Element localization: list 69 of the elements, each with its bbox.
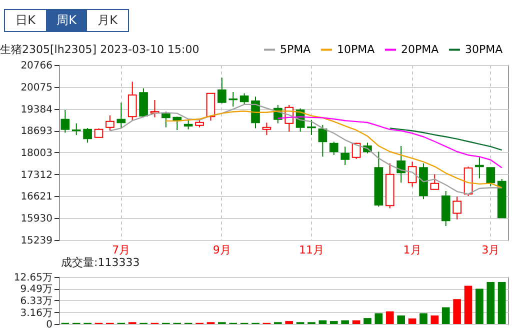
y-tick-label: 0 bbox=[46, 320, 52, 330]
candlestick bbox=[329, 141, 338, 156]
candlestick bbox=[106, 114, 114, 132]
legend-label: 20PMA bbox=[401, 42, 440, 56]
y-tick-label: 9.49万 bbox=[20, 284, 52, 296]
legend-label: 30PMA bbox=[465, 42, 504, 56]
line-series bbox=[389, 128, 502, 151]
bar bbox=[386, 311, 394, 324]
bar bbox=[397, 315, 405, 324]
y-tick-label: 20766 bbox=[20, 60, 52, 72]
bar bbox=[408, 318, 416, 324]
x-tick-label: 7月 bbox=[112, 244, 130, 256]
x-tick-label: 3月 bbox=[482, 244, 500, 256]
y-tick-label: 18003 bbox=[20, 148, 52, 159]
candlestick bbox=[116, 102, 126, 129]
bar bbox=[352, 320, 360, 324]
candlestick bbox=[72, 122, 81, 136]
candlestick bbox=[228, 92, 238, 108]
period-tabs: 日K 周K 月K bbox=[4, 9, 129, 32]
candlestick bbox=[218, 77, 226, 104]
candlestick bbox=[206, 92, 216, 122]
bar bbox=[453, 299, 461, 324]
y-tick-label: 12.65万 bbox=[14, 272, 52, 284]
candlestick bbox=[240, 92, 249, 106]
candlestick bbox=[430, 174, 440, 190]
y-tick-label: 15930 bbox=[20, 214, 52, 225]
candlestick bbox=[251, 96, 260, 129]
bar bbox=[476, 288, 484, 324]
chart-title: 成交量:113333 bbox=[61, 256, 140, 269]
candlestick bbox=[262, 122, 272, 136]
chart-title: 生猪2305[lh2305] 2023-03-10 15:00 bbox=[0, 43, 200, 56]
candlestick bbox=[139, 88, 148, 118]
candlestick bbox=[162, 111, 170, 128]
bar bbox=[341, 320, 349, 324]
legend-label: 5PMA bbox=[280, 42, 312, 56]
bar bbox=[420, 313, 428, 324]
y-tick-label: 6.33万 bbox=[20, 296, 52, 307]
y-tick-label: 3.16万 bbox=[20, 308, 52, 319]
x-tick-label: 11月 bbox=[298, 244, 324, 256]
y-tick-label: 15239 bbox=[20, 236, 52, 246]
candlestick bbox=[307, 120, 316, 136]
candlestick bbox=[60, 109, 70, 134]
bar bbox=[285, 321, 294, 324]
y-tick-label: 19384 bbox=[20, 104, 52, 116]
bar bbox=[498, 282, 506, 324]
bar bbox=[364, 318, 372, 324]
candlestick bbox=[486, 167, 496, 186]
candlestick bbox=[340, 146, 350, 166]
bar bbox=[318, 320, 327, 324]
bar bbox=[430, 315, 439, 324]
candlestick bbox=[184, 120, 193, 130]
candlestick bbox=[128, 81, 137, 122]
bar bbox=[486, 282, 495, 324]
bar bbox=[442, 307, 450, 324]
bar bbox=[374, 313, 383, 324]
y-tick-label: 20075 bbox=[20, 82, 52, 94]
x-tick-label: 9月 bbox=[212, 244, 231, 256]
legend-label: 10PMA bbox=[337, 42, 376, 56]
candlestick bbox=[318, 124, 328, 158]
candlestick bbox=[452, 196, 462, 220]
y-tick-label: 17312 bbox=[20, 170, 52, 181]
candlestick bbox=[396, 145, 406, 184]
x-tick-label: 1月 bbox=[403, 244, 422, 256]
candlestick bbox=[475, 156, 484, 179]
bar bbox=[330, 321, 338, 324]
bar bbox=[464, 286, 472, 324]
candlestick bbox=[83, 128, 92, 144]
y-tick-label: 18693 bbox=[20, 126, 52, 138]
y-tick-label: 16621 bbox=[20, 192, 52, 203]
